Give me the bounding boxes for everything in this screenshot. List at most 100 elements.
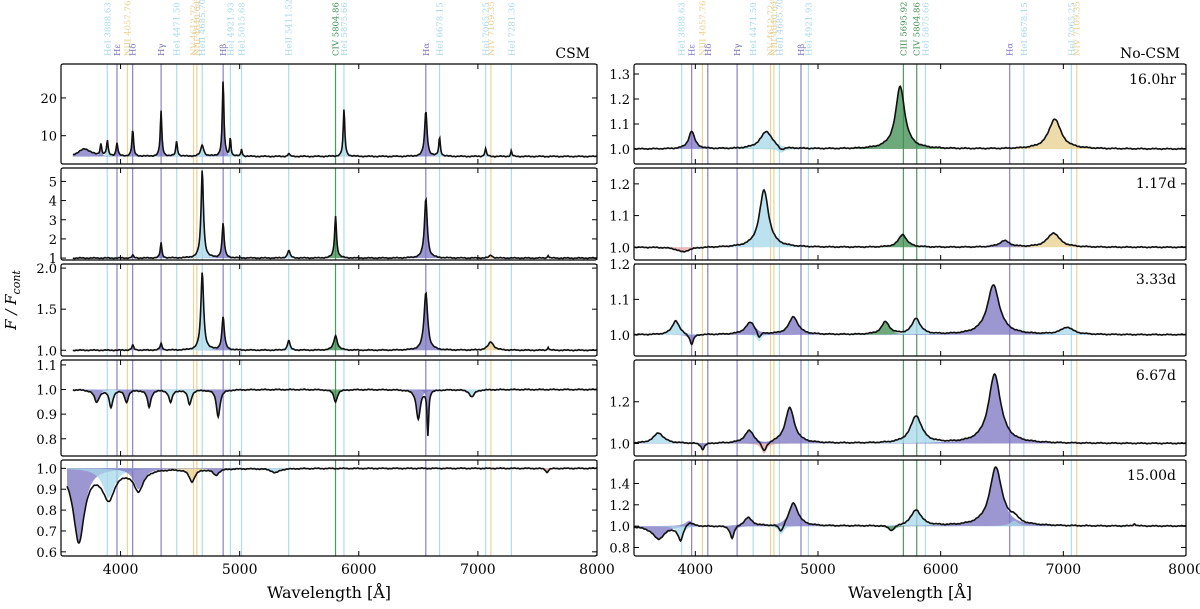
line-marker-label: CIV 5804.86 Å bbox=[911, 0, 923, 56]
line-marker-label: Hδ bbox=[704, 43, 714, 56]
y-tick-label: 1.0 bbox=[609, 241, 630, 256]
feature-fill bbox=[634, 234, 1186, 248]
x-tick-label: 4000 bbox=[678, 562, 714, 578]
panel-epoch-label: 1.17d bbox=[1136, 176, 1176, 192]
y-tick-label: 0.9 bbox=[36, 483, 57, 498]
panel-plot-area bbox=[634, 168, 1186, 260]
panel-plot-area bbox=[66, 460, 597, 556]
line-marker-label: HeI 5875.66 Å bbox=[338, 0, 350, 56]
model-spectrum bbox=[66, 467, 597, 545]
x-tick-label: 6000 bbox=[341, 562, 377, 578]
feature-fill bbox=[634, 520, 1186, 527]
panel-plot-area bbox=[72, 168, 597, 260]
panel-plot-area bbox=[72, 64, 597, 164]
y-tick-label: 1.4 bbox=[609, 477, 630, 492]
line-marker-label: Hβ bbox=[219, 44, 229, 56]
y-tick-label: 1.2 bbox=[609, 93, 630, 108]
line-marker-label: HeI 7281.36 Å bbox=[505, 0, 517, 56]
panel-frame bbox=[60, 167, 598, 261]
y-tick-label: 0.6 bbox=[36, 546, 57, 561]
y-tick-label: 0.8 bbox=[36, 433, 57, 448]
line-marker-label: HeI 4921.93 Å bbox=[224, 0, 236, 56]
y-tick-label: 1.5 bbox=[36, 303, 57, 318]
x-tick-label: 8000 bbox=[1168, 562, 1200, 578]
panel-frame bbox=[633, 359, 1187, 457]
y-axis-label-sub: cont bbox=[10, 270, 23, 295]
feature-fill bbox=[634, 233, 1186, 248]
line-marker-label: HeI 4471.50 Å bbox=[171, 0, 183, 56]
panel-plot-area bbox=[634, 264, 1186, 356]
line-marker-label: NIV 7109.35 Å bbox=[485, 0, 497, 56]
y-tick-label: 0.9 bbox=[36, 408, 57, 423]
line-marker-label: HeI 3888.63 Å bbox=[101, 0, 113, 56]
line-marker-label: NIII 4057.76 Å bbox=[121, 0, 133, 56]
line-marker-label: HeII 4685.70 Å bbox=[196, 0, 208, 56]
observed-spectrum bbox=[72, 388, 597, 437]
line-marker-label: HeI 4471.50 Å bbox=[747, 0, 759, 56]
feature-fill bbox=[72, 389, 597, 402]
line-marker-label: NV 4612.72 Å bbox=[764, 0, 776, 56]
y-tick-label: 1.0 bbox=[609, 143, 630, 158]
line-marker-label: NIII 4057.76 Å bbox=[696, 0, 708, 56]
line-marker-label: CIV 5804.86 Å bbox=[330, 0, 342, 56]
feature-fill bbox=[634, 131, 1186, 149]
y-tick-label: 1.2 bbox=[609, 258, 630, 273]
line-marker-label: NIV 7109.35 Å bbox=[1071, 0, 1083, 56]
y-tick-label: 1.1 bbox=[609, 210, 630, 225]
panel-frame bbox=[633, 263, 1187, 357]
panel-frame bbox=[633, 459, 1187, 557]
y-tick-label: 0.7 bbox=[36, 525, 57, 540]
line-marker-label: CIII 5695.92 Å bbox=[897, 0, 909, 56]
y-tick-label: 1.0 bbox=[36, 344, 57, 359]
panel-epoch-label: 3.33d bbox=[1136, 272, 1176, 288]
feature-fill bbox=[72, 170, 597, 259]
line-marker-label: Hβ bbox=[797, 44, 807, 56]
line-marker-label: Hε bbox=[113, 44, 123, 56]
observed-spectrum bbox=[634, 372, 1186, 452]
x-tick-label: 7000 bbox=[460, 562, 496, 578]
feature-fill bbox=[634, 416, 1186, 444]
observed-spectrum bbox=[634, 466, 1186, 543]
y-tick-label: 1.1 bbox=[609, 293, 630, 308]
x-tick-label: 4000 bbox=[103, 562, 139, 578]
line-marker-label: NIII 4640.64 Å bbox=[768, 0, 780, 56]
y-axis-label: F / Fcont bbox=[2, 270, 23, 331]
y-tick-label: 1.0 bbox=[36, 462, 57, 477]
line-marker-label: NV 4612.72 Å bbox=[188, 0, 200, 56]
y-tick-label: 1.2 bbox=[609, 396, 630, 411]
panel-plot-area bbox=[72, 264, 597, 356]
feature-fill bbox=[634, 131, 1186, 149]
feature-fill bbox=[634, 247, 1186, 253]
x-axis-label: Wavelength [Å] bbox=[848, 582, 972, 602]
observed-spectrum bbox=[66, 466, 597, 545]
line-marker-label: HeI 5015.68 Å bbox=[236, 0, 248, 56]
line-marker-label: HeI 7065.25 Å bbox=[1065, 0, 1077, 56]
model-spectrum bbox=[634, 284, 1186, 346]
model-spectrum bbox=[634, 466, 1186, 542]
feature-fill bbox=[72, 272, 597, 351]
x-tick-label: 7000 bbox=[1046, 562, 1082, 578]
panel-frame bbox=[633, 167, 1187, 261]
feature-fill bbox=[72, 389, 597, 402]
observed-spectrum bbox=[634, 85, 1186, 151]
line-marker-label: HeI 5875.66 Å bbox=[919, 0, 931, 56]
line-marker-label: HeI 6678.15 Å bbox=[434, 0, 446, 56]
chart-title-1: No-CSM bbox=[1120, 46, 1180, 62]
chart-title-0: CSM bbox=[555, 46, 590, 62]
feature-fill bbox=[634, 149, 1186, 153]
panel-epoch-label: 16.0hr bbox=[1129, 72, 1176, 88]
observed-spectrum bbox=[72, 272, 597, 352]
line-marker-label: Hδ bbox=[129, 43, 139, 56]
line-marker-label: HeI 4921.93 Å bbox=[802, 0, 814, 56]
x-axis-label: Wavelength [Å] bbox=[267, 582, 391, 602]
feature-fill bbox=[634, 526, 1186, 542]
x-tick-label: 6000 bbox=[923, 562, 959, 578]
line-marker-label: Hγ bbox=[157, 44, 167, 57]
panel-frame bbox=[60, 359, 598, 457]
y-tick-label: 1.1 bbox=[609, 118, 630, 133]
feature-fill bbox=[634, 334, 1186, 346]
y-tick-label: 0.8 bbox=[609, 541, 630, 556]
x-tick-label: 8000 bbox=[579, 562, 615, 578]
